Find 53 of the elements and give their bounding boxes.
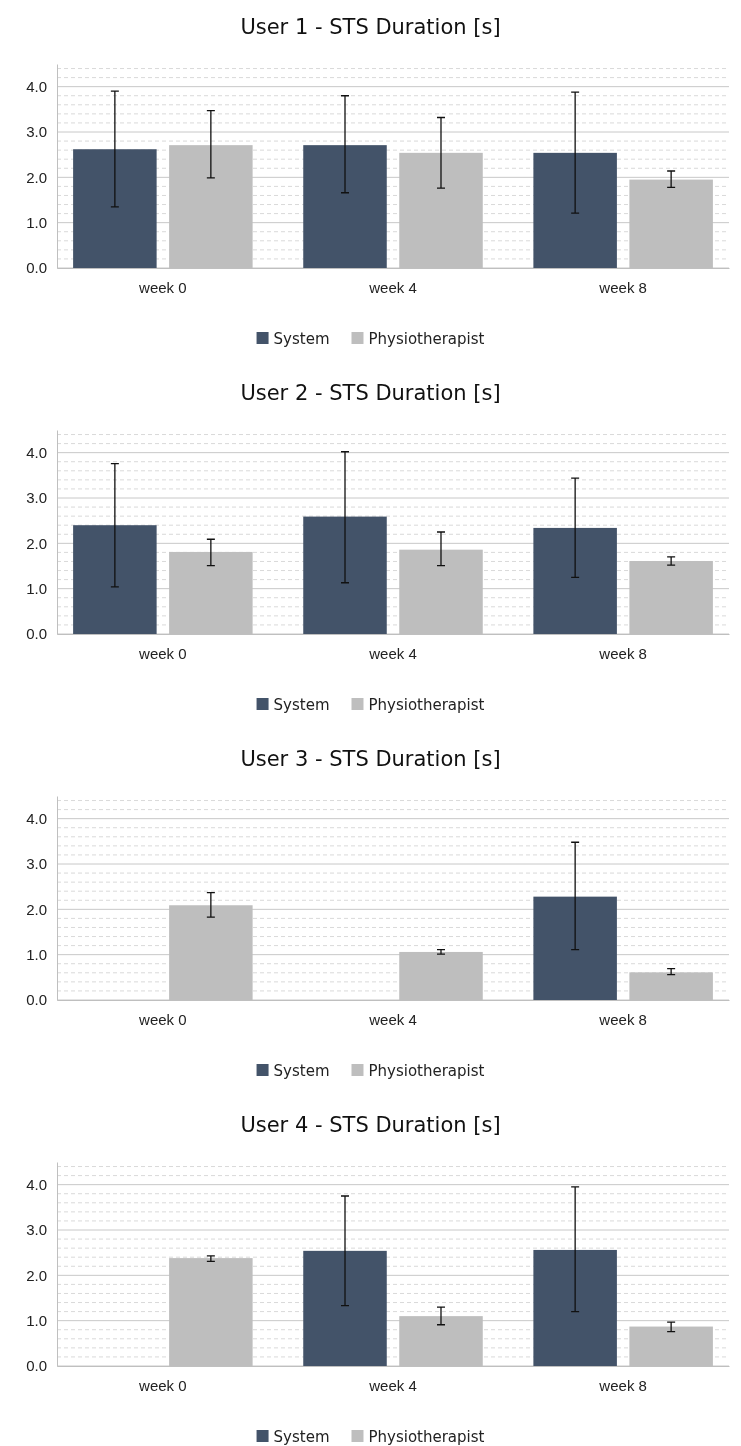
y-tick-label: 2.0 — [26, 168, 47, 186]
legend-label: System — [273, 1061, 330, 1080]
legend-label: System — [273, 695, 330, 714]
y-tick-label: 1.0 — [26, 1311, 47, 1329]
y-tick-label: 3.0 — [26, 123, 47, 141]
y-tick-label: 2.0 — [26, 900, 47, 918]
bar — [73, 149, 157, 268]
x-tick-label: week 8 — [598, 1010, 647, 1028]
legend-label: System — [273, 1427, 330, 1446]
y-tick-label: 0.0 — [26, 1357, 47, 1375]
y-tick-label: 0.0 — [26, 259, 47, 277]
bar — [303, 516, 387, 634]
bar — [533, 896, 617, 1000]
legend-label: Physiotherapist — [368, 1061, 485, 1080]
y-tick-label: 4.0 — [26, 77, 47, 95]
y-tick-label: 4.0 — [26, 809, 47, 827]
bar — [73, 525, 157, 634]
y-tick-label: 0.0 — [26, 991, 47, 1009]
legend-label: System — [273, 329, 330, 348]
bar — [533, 527, 617, 634]
legend-label: Physiotherapist — [368, 695, 485, 714]
x-tick-label: week 8 — [598, 278, 647, 296]
x-tick-label: week 0 — [138, 644, 187, 662]
bar — [303, 1250, 387, 1366]
y-tick-label: 4.0 — [26, 443, 47, 461]
x-tick-label: week 8 — [598, 644, 647, 662]
x-tick-label: week 4 — [368, 278, 417, 296]
y-tick-label: 1.0 — [26, 579, 47, 597]
bar — [533, 152, 617, 268]
chart-title: User 2 - STS Duration [s] — [240, 381, 501, 405]
y-tick-label: 4.0 — [26, 1175, 47, 1193]
x-tick-label: week 4 — [368, 1376, 417, 1394]
x-tick-label: week 4 — [368, 1010, 417, 1028]
x-tick-label: week 0 — [138, 1376, 187, 1394]
chart-title: User 4 - STS Duration [s] — [240, 1113, 501, 1137]
y-tick-label: 2.0 — [26, 1266, 47, 1284]
y-tick-label: 3.0 — [26, 489, 47, 507]
y-tick-label: 2.0 — [26, 534, 47, 552]
bar — [303, 145, 387, 268]
x-tick-label: week 4 — [368, 644, 417, 662]
legend-label: Physiotherapist — [368, 1427, 485, 1446]
x-tick-label: week 8 — [598, 1376, 647, 1394]
y-tick-label: 1.0 — [26, 213, 47, 231]
y-tick-label: 3.0 — [26, 1221, 47, 1239]
y-tick-label: 1.0 — [26, 945, 47, 963]
x-tick-label: week 0 — [138, 278, 187, 296]
chart-title: User 1 - STS Duration [s] — [240, 15, 501, 39]
y-tick-label: 3.0 — [26, 855, 47, 873]
y-tick-label: 0.0 — [26, 625, 47, 643]
x-tick-label: week 0 — [138, 1010, 187, 1028]
chart-title: User 3 - STS Duration [s] — [240, 747, 501, 771]
bar — [533, 1249, 617, 1366]
legend-label: Physiotherapist — [368, 329, 485, 348]
